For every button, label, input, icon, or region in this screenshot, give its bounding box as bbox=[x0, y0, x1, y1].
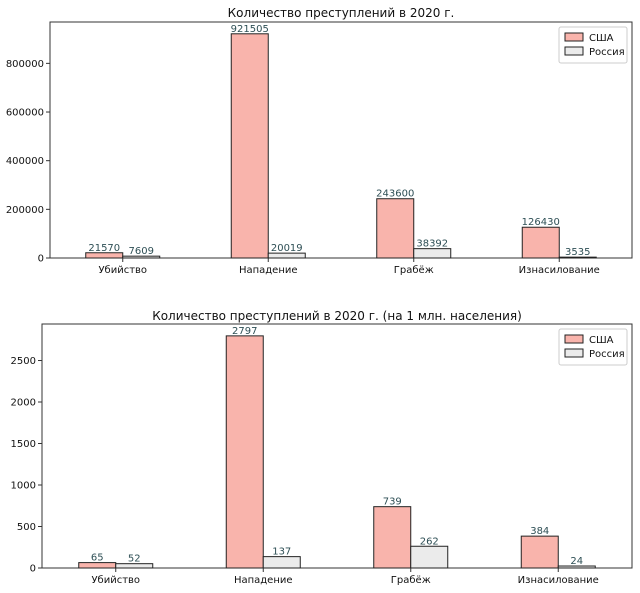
chart-title: Количество преступлений в 2020 г. bbox=[228, 6, 455, 20]
bar-value-label: 137 bbox=[272, 547, 291, 558]
x-tick-label: Нападение bbox=[234, 575, 293, 586]
bar-value-label: 2797 bbox=[232, 326, 257, 337]
chart-title: Количество преступлений в 2020 г. (на 1 … bbox=[152, 309, 522, 323]
bar-value-label: 739 bbox=[383, 497, 402, 508]
chart-2: Количество преступлений в 2020 г. (на 1 … bbox=[11, 309, 633, 586]
legend-swatch bbox=[564, 46, 584, 56]
bar-usa bbox=[85, 252, 124, 259]
x-tick-label: Убийство bbox=[91, 575, 140, 586]
legend: США Россия bbox=[558, 26, 628, 64]
legend-swatch bbox=[564, 348, 584, 358]
legend: США Россия bbox=[558, 328, 628, 366]
bar-usa bbox=[376, 198, 415, 259]
bar-value-label: 262 bbox=[420, 536, 439, 547]
x-tick-label: Нападение bbox=[239, 265, 298, 276]
bar-usa bbox=[230, 33, 269, 259]
bar-value-label: 7609 bbox=[129, 246, 154, 257]
y-tick-label: 600000 bbox=[6, 108, 44, 119]
bar-value-label: 65 bbox=[91, 553, 104, 564]
bar-usa bbox=[520, 535, 559, 569]
bar-russia bbox=[115, 563, 154, 569]
legend-swatch bbox=[564, 334, 584, 344]
bar-russia bbox=[267, 252, 306, 259]
y-tick-label: 0 bbox=[30, 564, 36, 575]
x-tick-label: Грабёж bbox=[391, 575, 431, 586]
bar-value-label: 24 bbox=[570, 556, 583, 567]
x-tick-label: Убийство bbox=[98, 265, 147, 276]
y-tick-label: 500 bbox=[17, 522, 36, 533]
bar-value-label: 3535 bbox=[565, 247, 590, 258]
plot-frame bbox=[49, 21, 633, 259]
chart-1: Количество преступлений в 2020 г. 0 200000… bbox=[6, 6, 633, 276]
y-tick-label: 1500 bbox=[11, 439, 36, 450]
legend-label: США bbox=[589, 335, 614, 346]
bar-value-label: 20019 bbox=[271, 243, 303, 254]
bar-russia bbox=[557, 565, 596, 569]
y-tick-label: 200000 bbox=[6, 205, 44, 216]
y-tick-label: 800000 bbox=[6, 59, 44, 70]
bar-value-label: 21570 bbox=[88, 243, 120, 254]
bar-value-label: 243600 bbox=[376, 189, 414, 200]
y-tick-label: 2500 bbox=[11, 356, 36, 367]
legend-label: США bbox=[589, 33, 614, 44]
bar-usa bbox=[373, 506, 412, 569]
bar-value-label: 126430 bbox=[522, 217, 560, 228]
plot-frame bbox=[41, 323, 633, 569]
bar-value-label: 52 bbox=[128, 554, 141, 565]
bar-russia bbox=[413, 248, 452, 259]
y-tick-label: 2000 bbox=[11, 398, 36, 409]
x-tick-label: Изнасилование bbox=[519, 265, 600, 276]
y-tick-label: 400000 bbox=[6, 156, 44, 167]
legend-label: Россия bbox=[589, 47, 625, 58]
bar-value-label: 384 bbox=[530, 526, 549, 537]
legend-swatch bbox=[564, 32, 584, 42]
x-tick-label: Грабёж bbox=[394, 265, 434, 276]
bar-usa bbox=[225, 335, 264, 569]
bar-russia bbox=[262, 556, 301, 569]
bar-russia bbox=[558, 256, 597, 259]
bar-russia bbox=[122, 255, 161, 259]
x-tick-label: Изнасилование bbox=[518, 575, 599, 586]
bar-russia bbox=[410, 545, 449, 569]
legend-label: Россия bbox=[589, 349, 625, 360]
y-tick-label: 1000 bbox=[11, 481, 36, 492]
bar-value-label: 921505 bbox=[231, 24, 269, 35]
bar-value-label: 38392 bbox=[416, 239, 448, 250]
y-tick-label: 0 bbox=[38, 254, 44, 265]
bar-usa bbox=[521, 226, 560, 259]
